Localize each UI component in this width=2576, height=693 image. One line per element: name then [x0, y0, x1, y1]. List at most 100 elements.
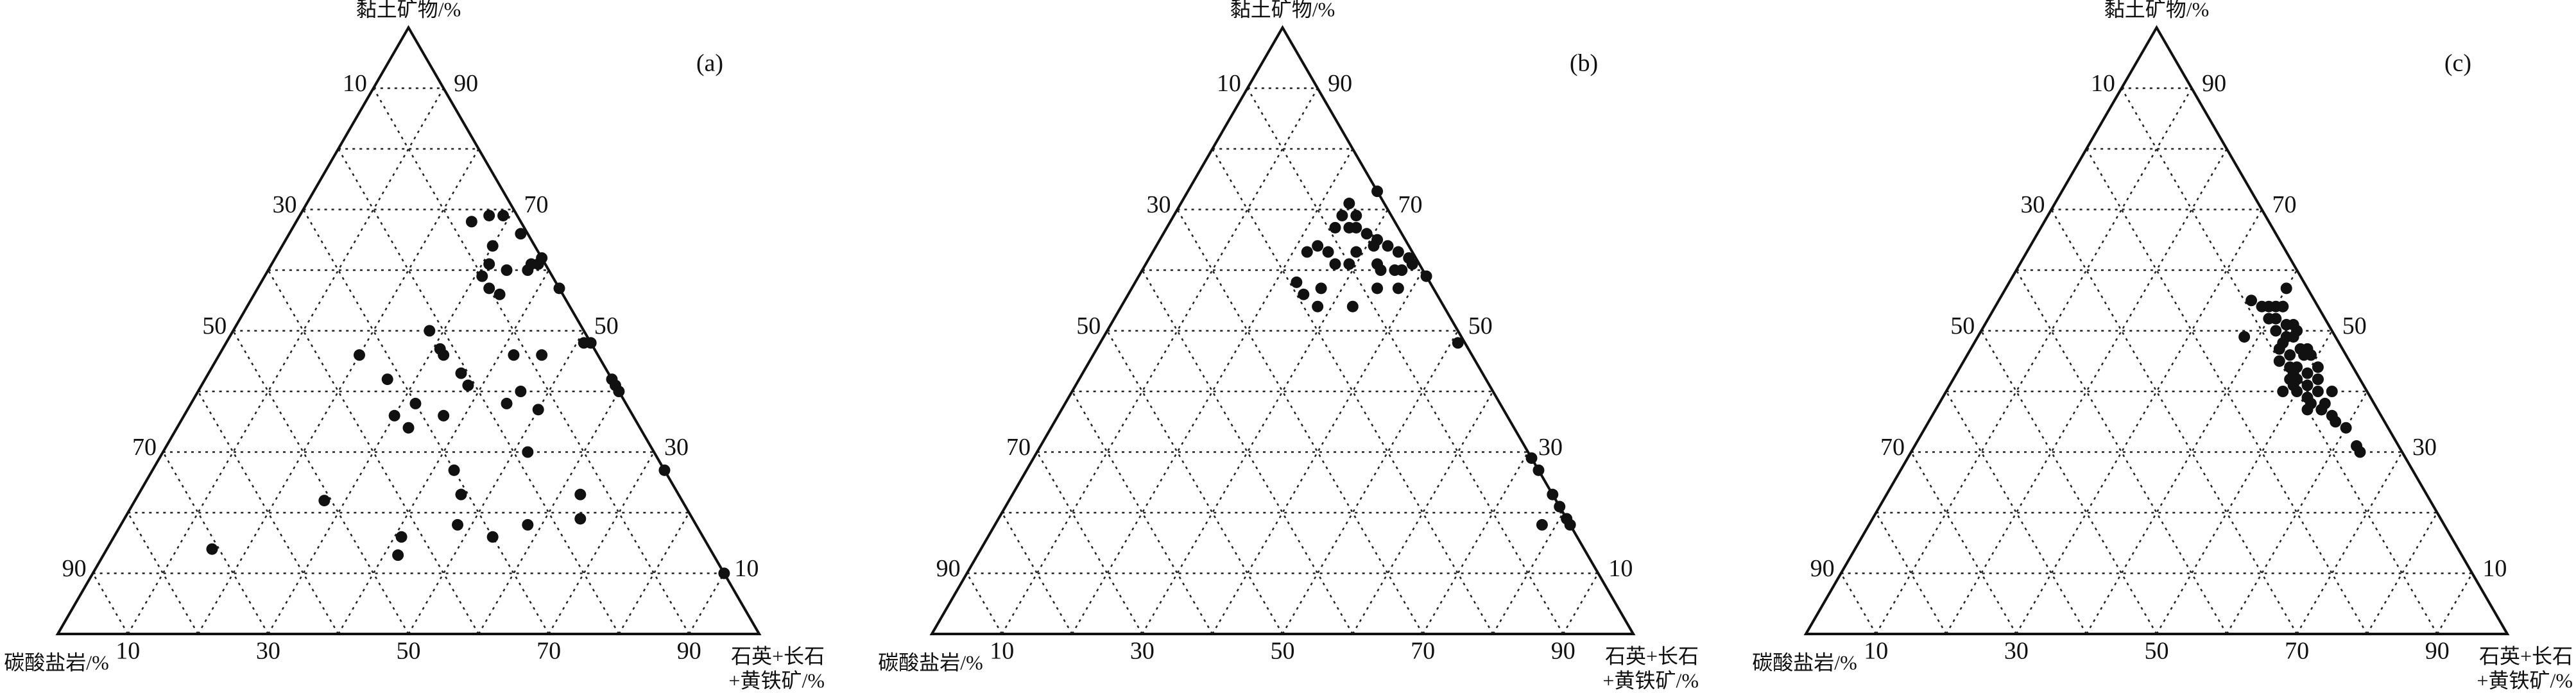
data-point — [1554, 501, 1566, 513]
data-point — [486, 531, 499, 543]
quartz-tick-label: 30 — [2004, 638, 2029, 665]
data-point — [206, 543, 218, 555]
grid-line — [197, 148, 479, 635]
data-point — [525, 258, 537, 270]
data-point — [455, 367, 467, 379]
grid-line — [1071, 148, 1353, 635]
data-point — [2291, 325, 2303, 337]
grid-line — [1282, 330, 1459, 635]
data-point — [1350, 246, 1362, 258]
triangle-frame — [55, 25, 762, 635]
data-point — [501, 397, 513, 409]
grid-line — [2296, 451, 2403, 635]
grid-line — [232, 330, 409, 635]
data-point — [2354, 446, 2366, 458]
data-point — [1371, 282, 1384, 295]
carbonate-tick-label: 10 — [2091, 70, 2115, 97]
carbonate-tick-label: 30 — [2021, 191, 2045, 218]
carbonate-tick-label: 10 — [1217, 70, 1241, 97]
grid-line — [1001, 512, 1073, 635]
data-point — [2287, 379, 2299, 391]
data-point — [1350, 221, 1362, 234]
top-axis-label: 黏土矿物/% — [2104, 0, 2210, 21]
data-point — [522, 446, 534, 458]
data-point — [553, 282, 565, 295]
grid-line — [338, 148, 620, 635]
grid-line — [372, 87, 690, 635]
data-point — [438, 349, 450, 361]
data-point — [2305, 397, 2317, 409]
grid-line — [1910, 451, 2017, 635]
right-axis-label: 石英+长石 — [2479, 644, 2573, 667]
triangle-frame — [1803, 25, 2510, 635]
right-axis-label: +黄铁矿/% — [2477, 669, 2573, 692]
data-point — [2284, 349, 2296, 361]
data-point — [2305, 349, 2317, 361]
grid-line — [2156, 330, 2333, 635]
data-point — [1368, 240, 1380, 252]
clay-tick-label: 50 — [1468, 312, 1493, 339]
data-point — [1420, 270, 1432, 282]
grid-line — [1352, 391, 1494, 635]
data-point — [515, 228, 527, 240]
carbonate-tick-label: 50 — [1076, 312, 1101, 339]
data-point — [2277, 300, 2289, 312]
quartz-tick-label: 70 — [537, 638, 561, 665]
data-point — [448, 464, 460, 476]
quartz-tick-label: 10 — [116, 638, 140, 665]
grid-line — [477, 391, 620, 635]
data-point — [1329, 258, 1341, 270]
carbonate-tick-label: 70 — [1006, 434, 1031, 461]
quartz-tick-label: 90 — [2425, 638, 2450, 665]
grid-line — [1840, 572, 1877, 635]
quartz-tick-label: 50 — [2145, 638, 2169, 665]
data-point — [1312, 240, 1324, 252]
grid-line — [1875, 87, 2193, 635]
quartz-tick-label: 50 — [1271, 638, 1295, 665]
data-point — [486, 240, 499, 252]
carbonate-tick-label: 90 — [1810, 555, 1835, 582]
data-point — [318, 495, 331, 507]
clay-tick-label: 90 — [454, 70, 478, 97]
data-point — [1396, 264, 1408, 276]
grid-line — [1562, 572, 1599, 635]
grid-line — [966, 572, 1003, 635]
data-point — [1322, 246, 1334, 258]
data-point — [1375, 264, 1387, 276]
grid-line — [1001, 87, 1319, 635]
data-point — [2287, 367, 2299, 379]
grid-line — [1071, 391, 1214, 635]
data-point — [1392, 282, 1404, 295]
data-point — [1564, 518, 1576, 531]
carbonate-tick-label: 30 — [1147, 191, 1171, 218]
data-point — [1452, 337, 1464, 349]
grid-line — [127, 512, 199, 635]
data-point — [462, 379, 474, 391]
data-point — [2245, 295, 2258, 307]
grid-line — [1980, 330, 2158, 635]
grid-line — [408, 330, 585, 635]
clay-tick-label: 90 — [1328, 70, 1352, 97]
left-axis-label: 碳酸盐岩/% — [1752, 651, 1857, 674]
quartz-tick-label: 90 — [1551, 638, 1576, 665]
clay-tick-label: 70 — [1398, 191, 1422, 218]
data-point — [718, 567, 730, 579]
clay-tick-label: 10 — [2482, 555, 2507, 582]
data-point — [2277, 386, 2289, 397]
data-point — [438, 409, 450, 422]
grid-line — [688, 572, 725, 635]
data-point — [1350, 209, 1362, 221]
quartz-tick-label: 90 — [677, 638, 701, 665]
data-point — [424, 325, 436, 337]
data-point — [2340, 422, 2352, 434]
data-point — [1346, 300, 1359, 312]
data-point — [465, 216, 477, 228]
data-point — [2270, 325, 2282, 337]
data-point — [1343, 258, 1355, 270]
grid-line — [162, 451, 269, 635]
data-point — [2273, 355, 2285, 367]
data-point — [1312, 300, 1324, 312]
data-point — [522, 518, 534, 531]
data-point — [2312, 373, 2324, 386]
